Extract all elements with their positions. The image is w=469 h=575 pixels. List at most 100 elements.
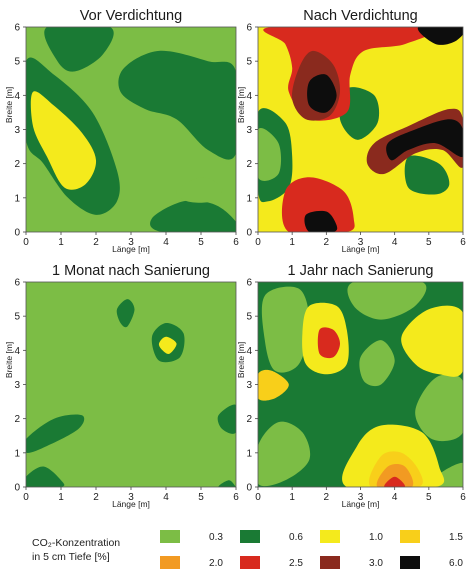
- y-tick-label: 4: [246, 91, 252, 102]
- legend-swatch: [320, 530, 340, 543]
- x-tick-label: 2: [324, 237, 330, 248]
- x-tick-label: 0: [255, 492, 261, 503]
- y-tick-label: 0: [246, 483, 252, 494]
- y-tick-label: 3: [246, 380, 252, 391]
- contour-region-7: [218, 480, 236, 487]
- y-tick-label: 6: [14, 23, 20, 34]
- y-tick-label: 4: [14, 346, 20, 357]
- x-tick-label: 6: [233, 492, 239, 503]
- x-tick-label: 0: [255, 237, 261, 248]
- x-tick-label: 2: [93, 237, 99, 248]
- contour-area: [258, 282, 463, 487]
- contour-region-2: [258, 128, 282, 181]
- x-tick-label: 6: [460, 492, 466, 503]
- legend-label: 2.5: [289, 558, 303, 569]
- contour-region-14: [384, 476, 406, 487]
- y-tick-label: 3: [14, 125, 20, 136]
- y-tick-label: 6: [246, 278, 252, 289]
- legend-swatch: [240, 530, 260, 543]
- legend-swatch: [160, 530, 180, 543]
- contour-region-12: [304, 210, 338, 232]
- contour-region-6: [176, 177, 223, 203]
- x-tick-label: 0: [23, 492, 29, 503]
- contour-area: [26, 282, 236, 487]
- panel-1: Vor Verdichtung 0 1 2 3 4 5 6 0 1 2 3 4 5 6 Länge [m] Br…: [4, 8, 239, 254]
- legend-label: 1.0: [369, 532, 383, 543]
- y-axis-label: Breite [m]: [4, 342, 14, 378]
- contour-region-13: [376, 463, 414, 487]
- contour-area: [26, 27, 236, 232]
- contour-region-4: [404, 155, 450, 195]
- legend-subtitle: in 5 cm Tiefe [%]: [32, 551, 110, 563]
- y-tick-label: 5: [14, 57, 20, 68]
- y-tick-label: 2: [246, 159, 252, 170]
- y-tick-label: 0: [14, 483, 20, 494]
- legend-label: 2.0: [209, 558, 223, 569]
- contour-region-4: [415, 374, 463, 442]
- y-tick-label: 2: [246, 414, 252, 425]
- y-tick-label: 3: [14, 380, 20, 391]
- panel-title: Nach Verdichtung: [303, 8, 417, 24]
- x-axis-label: Länge [m]: [342, 499, 380, 509]
- x-tick-label: 1: [58, 237, 64, 248]
- y-tick-label: 6: [14, 278, 20, 289]
- y-tick-label: 5: [246, 57, 252, 68]
- x-tick-label: 4: [392, 237, 398, 248]
- x-tick-label: 1: [289, 237, 295, 248]
- legend: CO₂-Konzentration in 5 cm Tiefe [%] 0.3 0.6…: [32, 530, 463, 569]
- panel-title: 1 Monat nach Sanierung: [52, 263, 210, 279]
- x-axis-label: Länge [m]: [112, 244, 150, 254]
- legend-swatch: [240, 556, 260, 569]
- x-tick-label: 2: [324, 492, 330, 503]
- y-tick-label: 4: [246, 346, 252, 357]
- panel-title: Vor Verdichtung: [80, 8, 182, 24]
- contour-region-3: [359, 340, 395, 387]
- contour-region-6: [26, 466, 65, 487]
- x-tick-label: 3: [128, 492, 134, 503]
- y-tick-label: 1: [246, 448, 252, 459]
- contour-region-5: [217, 404, 236, 434]
- legend-title: CO₂-Konzentration: [32, 537, 120, 549]
- legend-label: 0.6: [289, 532, 303, 543]
- x-tick-label: 1: [58, 492, 64, 503]
- y-tick-label: 4: [14, 91, 20, 102]
- x-axis-label: Länge [m]: [342, 244, 380, 254]
- x-tick-label: 6: [460, 237, 466, 248]
- legend-swatch: [400, 556, 420, 569]
- contour-region-1: [261, 286, 310, 373]
- contour-region-7: [307, 74, 337, 113]
- contour-region-4: [150, 200, 236, 232]
- contour-region-3: [158, 336, 177, 355]
- x-tick-label: 0: [23, 237, 29, 248]
- legend-label: 6.0: [449, 558, 463, 569]
- x-tick-label: 2: [93, 492, 99, 503]
- y-tick-label: 2: [14, 159, 20, 170]
- x-tick-label: 3: [358, 492, 364, 503]
- x-tick-label: 3: [128, 237, 134, 248]
- y-tick-label: 5: [246, 312, 252, 323]
- legend-swatch: [160, 556, 180, 569]
- contour-region-9: [386, 119, 463, 161]
- contour-region-8: [317, 327, 340, 359]
- y-tick-label: 3: [246, 125, 252, 136]
- contour-region-5: [30, 91, 97, 190]
- y-tick-label: 6: [246, 23, 252, 34]
- y-axis-label: Breite [m]: [236, 342, 246, 378]
- legend-swatch: [320, 556, 340, 569]
- legend-label: 1.5: [449, 532, 463, 543]
- contour-region-9: [401, 305, 463, 377]
- contour-area: [258, 27, 463, 232]
- y-tick-label: 0: [14, 228, 20, 239]
- contour-region-10: [417, 27, 463, 45]
- y-tick-label: 1: [14, 193, 20, 204]
- x-tick-label: 6: [233, 237, 239, 248]
- contour-region-4: [26, 414, 85, 454]
- y-tick-label: 0: [246, 228, 252, 239]
- y-tick-label: 1: [14, 448, 20, 459]
- x-tick-label: 4: [163, 492, 169, 503]
- legend-swatch: [400, 530, 420, 543]
- x-tick-label: 5: [426, 492, 432, 503]
